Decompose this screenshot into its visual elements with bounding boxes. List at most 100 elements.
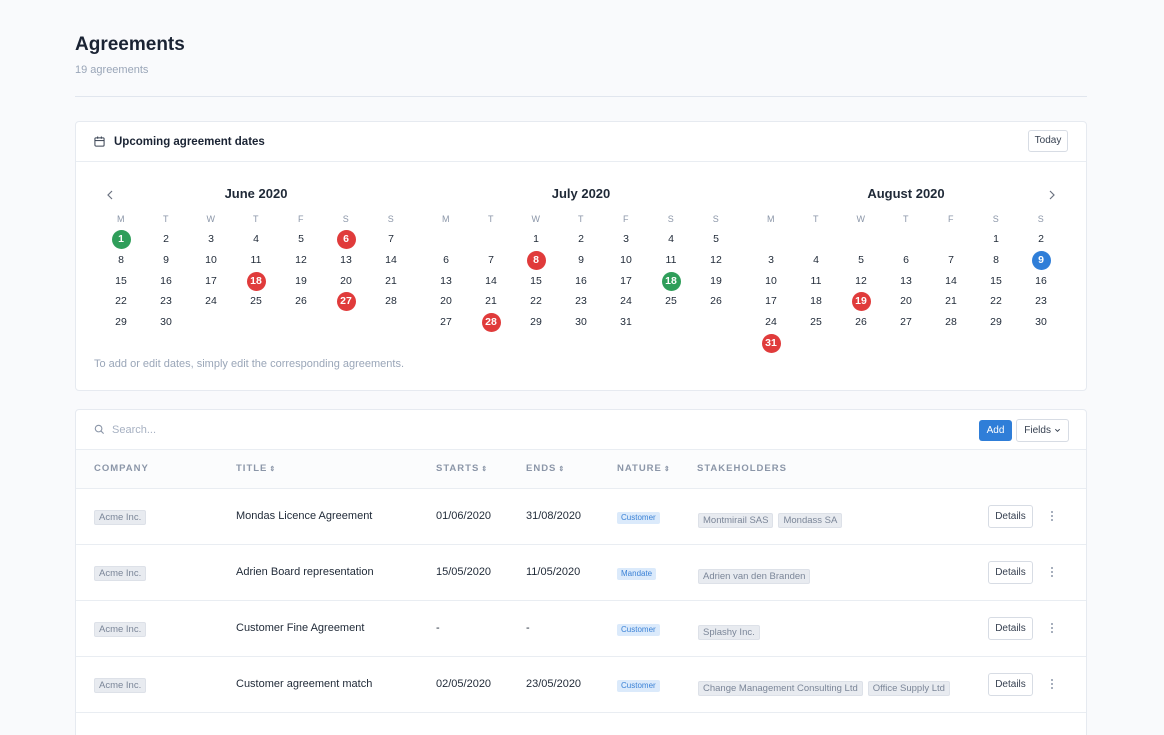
details-button[interactable]: Details: [988, 673, 1033, 696]
table-row[interactable]: Acme Inc. Adrien Board representation 15…: [76, 545, 1086, 601]
calendar-day[interactable]: 19: [295, 274, 307, 287]
calendar-day[interactable]: 21: [385, 274, 397, 287]
calendar-day[interactable]: 30: [1035, 316, 1047, 329]
calendar-day[interactable]: 29: [530, 316, 542, 329]
today-button[interactable]: Today: [1028, 130, 1068, 152]
calendar-day[interactable]: 12: [295, 253, 307, 266]
calendar-day[interactable]: 3: [768, 253, 774, 266]
calendar-day[interactable]: 24: [205, 295, 217, 308]
calendar-day[interactable]: 18: [810, 295, 822, 308]
more-vertical-icon[interactable]: [1046, 621, 1058, 635]
calendar-day[interactable]: 2: [1038, 233, 1044, 245]
calendar-day[interactable]: 27: [440, 316, 452, 329]
calendar-day[interactable]: 5: [858, 253, 864, 266]
calendar-day[interactable]: 11: [665, 253, 677, 266]
table-row[interactable]: Acme Inc. Customer Fine Agreement - - Cu…: [76, 601, 1086, 657]
calendar-day[interactable]: 25: [810, 316, 822, 329]
highlighted-date[interactable]: 8: [526, 250, 546, 270]
calendar-day[interactable]: 15: [990, 274, 1002, 287]
highlighted-date[interactable]: 31: [761, 334, 781, 353]
calendar-day[interactable]: 23: [1035, 295, 1047, 308]
column-header-title[interactable]: TITLE ⇕: [236, 463, 276, 474]
calendar-day[interactable]: 16: [575, 274, 587, 287]
calendar-day[interactable]: 22: [990, 295, 1002, 308]
highlighted-date[interactable]: 27: [336, 292, 356, 312]
calendar-day[interactable]: 5: [713, 233, 719, 245]
calendar-day[interactable]: 27: [900, 316, 912, 329]
calendar-day[interactable]: 10: [205, 253, 217, 266]
calendar-day[interactable]: 22: [530, 295, 542, 308]
search-input[interactable]: [112, 420, 512, 440]
calendar-day[interactable]: 30: [575, 316, 587, 329]
calendar-day[interactable]: 13: [440, 274, 452, 287]
calendar-day[interactable]: 4: [813, 253, 819, 266]
calendar-day[interactable]: 24: [620, 295, 632, 308]
calendar-day[interactable]: 10: [620, 253, 632, 266]
agreement-title[interactable]: Adrien Board representation: [236, 566, 374, 578]
calendar-day[interactable]: 2: [163, 233, 169, 245]
calendar-day[interactable]: 20: [900, 295, 912, 308]
fields-button[interactable]: Fields: [1016, 419, 1069, 442]
calendar-day[interactable]: 7: [488, 253, 494, 266]
highlighted-date[interactable]: 18: [246, 271, 266, 291]
calendar-day[interactable]: 1: [533, 233, 539, 245]
chevron-right-icon[interactable]: [1046, 189, 1058, 201]
calendar-day[interactable]: 17: [620, 274, 632, 287]
calendar-day[interactable]: 26: [855, 316, 867, 329]
agreement-title[interactable]: Customer Fine Agreement: [236, 622, 365, 634]
highlighted-date[interactable]: 18: [661, 271, 681, 291]
calendar-day[interactable]: 21: [485, 295, 497, 308]
calendar-day[interactable]: 3: [208, 233, 214, 245]
calendar-day[interactable]: 14: [485, 274, 497, 287]
chevron-left-icon[interactable]: [104, 189, 116, 201]
calendar-day[interactable]: 7: [388, 233, 394, 245]
highlighted-date[interactable]: 6: [336, 230, 356, 249]
calendar-day[interactable]: 28: [945, 316, 957, 329]
table-row[interactable]: [76, 713, 1086, 735]
calendar-day[interactable]: 8: [993, 253, 999, 266]
calendar-day[interactable]: 7: [948, 253, 954, 266]
calendar-day[interactable]: 15: [115, 274, 127, 287]
calendar-day[interactable]: 12: [855, 274, 867, 287]
calendar-day[interactable]: 29: [115, 316, 127, 329]
calendar-day[interactable]: 26: [710, 295, 722, 308]
calendar-day[interactable]: 13: [340, 253, 352, 266]
calendar-day[interactable]: 13: [900, 274, 912, 287]
calendar-day[interactable]: 14: [385, 253, 397, 266]
calendar-day[interactable]: 9: [578, 253, 584, 266]
calendar-day[interactable]: 16: [160, 274, 172, 287]
calendar-day[interactable]: 1: [993, 233, 999, 245]
calendar-day[interactable]: 25: [250, 295, 262, 308]
calendar-day[interactable]: 17: [765, 295, 777, 308]
highlighted-date[interactable]: 28: [481, 313, 501, 333]
calendar-day[interactable]: 20: [440, 295, 452, 308]
calendar-day[interactable]: 12: [710, 253, 722, 266]
highlighted-date[interactable]: 1: [111, 230, 131, 249]
calendar-day[interactable]: 15: [530, 274, 542, 287]
agreement-title[interactable]: Mondas Licence Agreement: [236, 510, 373, 522]
calendar-day[interactable]: 5: [298, 233, 304, 245]
calendar-day[interactable]: 23: [575, 295, 587, 308]
details-button[interactable]: Details: [988, 617, 1033, 640]
calendar-day[interactable]: 8: [118, 253, 124, 266]
column-header-starts[interactable]: STARTS ⇕: [436, 463, 488, 474]
table-row[interactable]: Acme Inc. Mondas Licence Agreement 01/06…: [76, 489, 1086, 545]
calendar-day[interactable]: 11: [250, 253, 262, 266]
details-button[interactable]: Details: [988, 505, 1033, 528]
more-vertical-icon[interactable]: [1046, 509, 1058, 523]
highlighted-date[interactable]: 9: [1031, 250, 1051, 270]
calendar-day[interactable]: 2: [578, 233, 584, 245]
more-vertical-icon[interactable]: [1046, 565, 1058, 579]
calendar-day[interactable]: 21: [945, 295, 957, 308]
calendar-day[interactable]: 3: [623, 233, 629, 245]
calendar-day[interactable]: 4: [253, 233, 259, 245]
more-vertical-icon[interactable]: [1046, 677, 1058, 691]
calendar-day[interactable]: 16: [1035, 274, 1047, 287]
calendar-day[interactable]: 17: [205, 274, 217, 287]
calendar-day[interactable]: 29: [990, 316, 1002, 329]
calendar-day[interactable]: 25: [665, 295, 677, 308]
calendar-day[interactable]: 22: [115, 295, 127, 308]
calendar-day[interactable]: 24: [765, 316, 777, 329]
column-header-ends[interactable]: ENDS ⇕: [526, 463, 565, 474]
column-header-company[interactable]: COMPANY: [94, 463, 149, 474]
